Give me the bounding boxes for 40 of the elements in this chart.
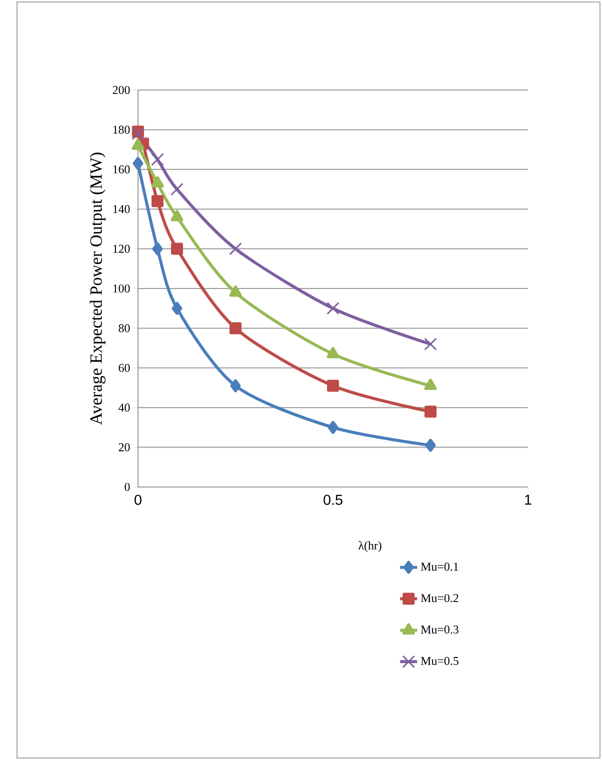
y-tick-label: 140 <box>113 205 130 214</box>
point <box>170 210 184 222</box>
point <box>327 380 339 392</box>
point <box>328 420 338 434</box>
y-tick-label: 160 <box>113 165 130 174</box>
point <box>229 285 242 297</box>
y-tick-label: 200 <box>112 86 130 94</box>
point <box>424 406 436 418</box>
point <box>424 378 437 390</box>
y-tick-label: 60 <box>118 364 130 372</box>
x-axis-title: λ(hr) <box>358 541 382 552</box>
point <box>326 302 340 315</box>
point <box>132 138 144 150</box>
point <box>425 438 436 452</box>
point <box>230 322 242 334</box>
y-tick-label: 20 <box>118 443 130 452</box>
x-tick-label: 0.5 <box>324 494 342 505</box>
y-tick-label: 40 <box>118 404 130 412</box>
point <box>424 338 437 350</box>
point <box>132 156 144 170</box>
point <box>171 242 183 255</box>
point <box>151 176 164 188</box>
legend-label: Mu=0.2 <box>420 594 458 602</box>
point <box>230 379 241 392</box>
legend-label: Mu=0.5 <box>420 656 458 666</box>
y-axis-title: Average Expected Power Output (MW) <box>90 152 106 425</box>
y-tick-label: 0 <box>124 482 130 492</box>
y-tick-label: 120 <box>113 244 130 253</box>
point <box>326 346 340 358</box>
legend-label: Mu=0.3 <box>420 625 458 634</box>
legend-label: Mu=0.1 <box>420 562 458 571</box>
y-tick-label: 100 <box>113 284 130 293</box>
x-tick-label: 1 <box>525 494 532 505</box>
point <box>152 242 163 256</box>
y-tick-label: 80 <box>118 324 130 332</box>
point <box>152 195 164 208</box>
point <box>132 127 144 140</box>
y-tick-label: 180 <box>113 126 130 134</box>
x-tick-label: 0 <box>134 494 142 505</box>
point <box>172 302 182 315</box>
